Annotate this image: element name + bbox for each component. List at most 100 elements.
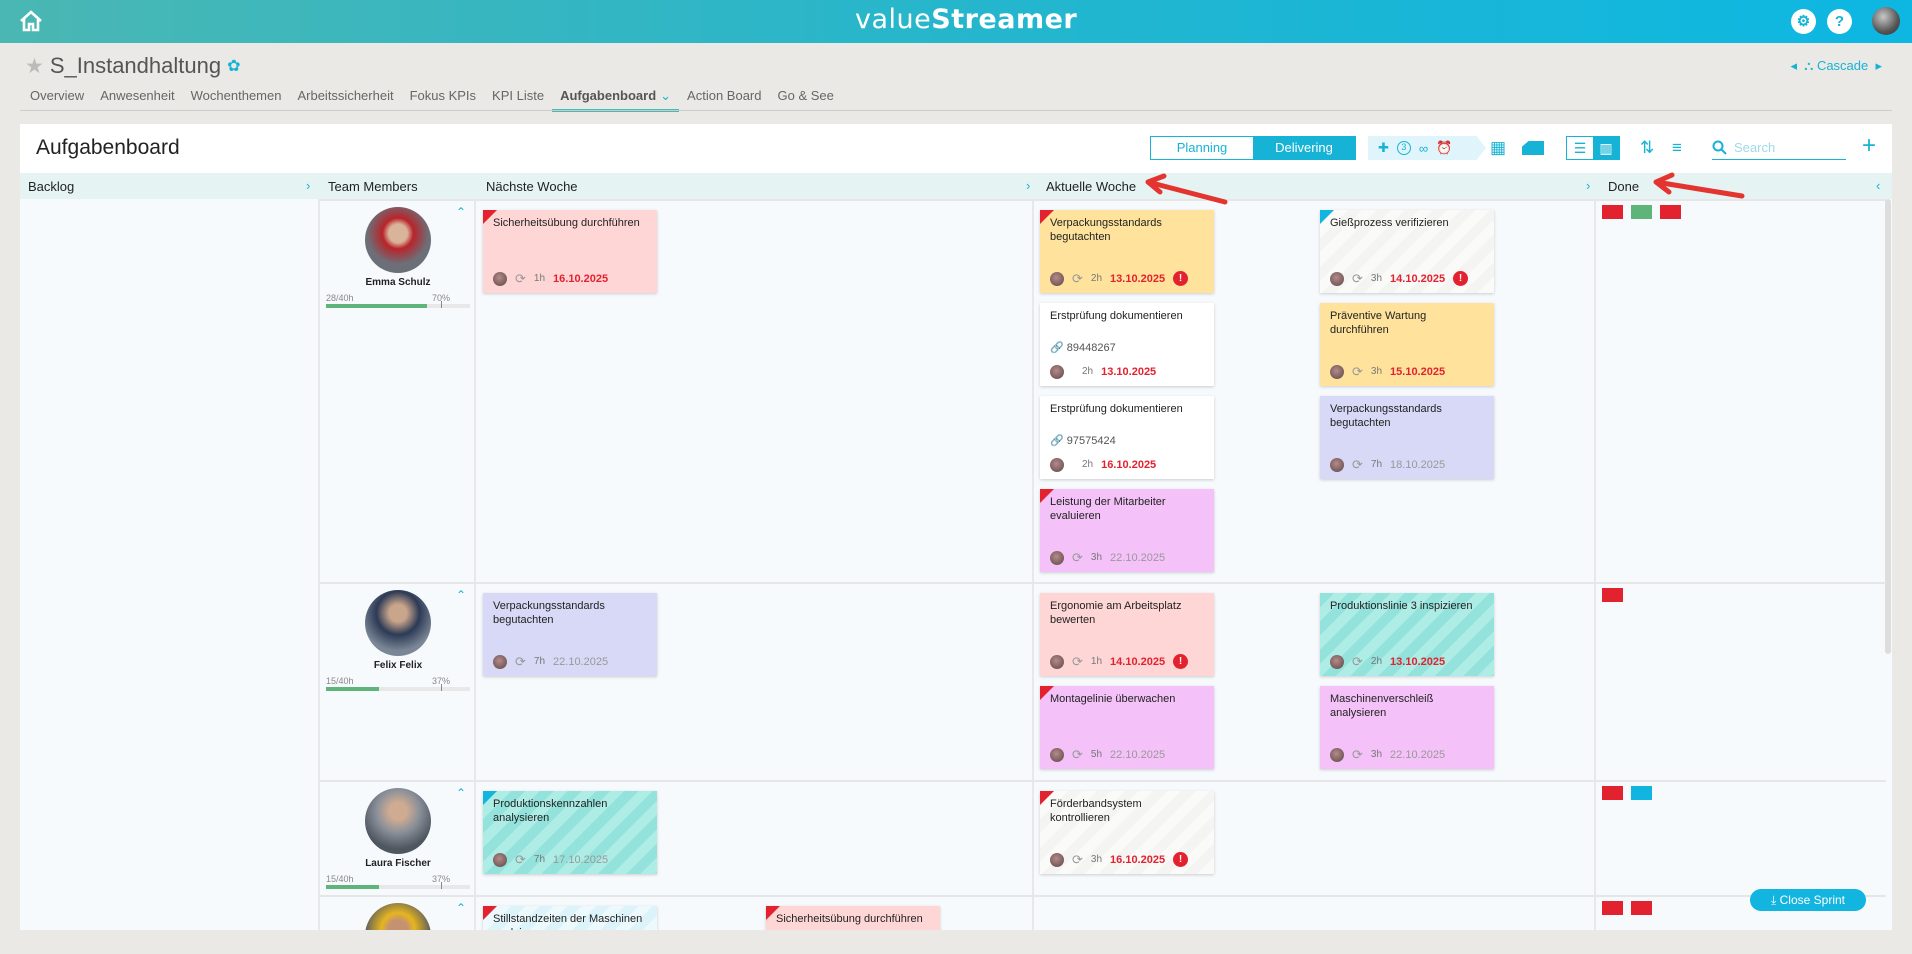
tab-label: Action Board <box>687 88 762 103</box>
star-icon[interactable]: ★ <box>25 54 44 78</box>
task-title: Montagelinie überwachen <box>1050 693 1176 705</box>
filter-icon[interactable]: ≡ <box>1672 138 1682 157</box>
priority-flag-icon <box>483 791 497 805</box>
sync-icon: ⟳ <box>1072 747 1083 762</box>
done-task[interactable] <box>1631 901 1652 915</box>
scrollbar[interactable] <box>1885 199 1891 654</box>
task-hours: 3h <box>1370 366 1383 377</box>
download-icon: ⤓ <box>1770 893 1777 907</box>
grid-view-icon[interactable]: ▦ <box>1490 138 1507 157</box>
tab-anwesenheit[interactable]: Anwesenheit <box>92 88 182 112</box>
help-icon[interactable]: ? <box>1827 9 1852 34</box>
task-card[interactable]: Maschinenverschleiß analysieren ⟳ 3h 22.10.… <box>1320 686 1494 769</box>
tab-arbeitssicherheit[interactable]: Arbeitssicherheit <box>289 88 401 112</box>
collapse-done-icon[interactable]: ‹ <box>1876 178 1881 193</box>
task-footer: ⟳ 3h 15.10.2025 <box>1330 365 1445 379</box>
task-title: Sicherheitsübung durchführen <box>776 913 923 925</box>
due-date: 13.10.2025 <box>1390 656 1446 668</box>
mode-toggle: Planning Delivering <box>1150 136 1356 160</box>
search-input[interactable] <box>1734 140 1834 155</box>
done-task[interactable] <box>1602 588 1623 602</box>
link-icon: 🔗 <box>1050 435 1064 447</box>
task-card[interactable]: Ergonomie am Arbeitsplatz bewerten ⟳ 1h 14.… <box>1040 593 1214 676</box>
done-task[interactable] <box>1602 786 1623 800</box>
chevron-up-icon[interactable]: ⌃ <box>455 588 466 602</box>
member-name: Felix Felix <box>373 660 423 671</box>
task-card[interactable]: Erstprüfung dokumentieren 🔗 97575424 2h 16.… <box>1040 396 1214 479</box>
done-cell <box>1602 901 1652 915</box>
board-body: ⌃ Emma Schulz 28/40h 70% Sicherheitsübung du… <box>20 199 1892 930</box>
task-card[interactable]: Verpackungsstandards begutachten ⟳ 7h 22.10… <box>483 593 657 676</box>
sync-icon: ⟳ <box>1072 851 1083 867</box>
gear-icon[interactable]: ✿ <box>227 58 241 75</box>
task-card[interactable]: Verpackungsstandards begutachten ⟳ 7h 18.10… <box>1320 396 1494 479</box>
escalation-icon[interactable]: ! <box>1173 654 1189 669</box>
done-task[interactable] <box>1631 786 1652 800</box>
task-card[interactable]: Präventive Wartung durchführen ⟳ 3h 15.10.2… <box>1320 303 1494 386</box>
done-task[interactable] <box>1602 901 1623 915</box>
logo: valueStreamer <box>855 4 1077 35</box>
column-view-icon[interactable]: ▥ <box>1593 137 1619 159</box>
tab-kpi-liste[interactable]: KPI Liste <box>484 88 552 112</box>
tab-go-see[interactable]: Go & See <box>769 88 841 112</box>
next-week-cell: Sicherheitsübung durchführen <box>766 906 940 930</box>
task-card[interactable]: Leistung der Mitarbeiter evaluieren ⟳ 3h 22… <box>1040 489 1214 572</box>
member-name: Laura Fischer <box>365 858 431 869</box>
chevron-up-icon[interactable]: ⌃ <box>455 901 466 915</box>
task-card[interactable]: Erstprüfung dokumentieren 🔗 89448267 2h 13.… <box>1040 303 1214 386</box>
sort-icon[interactable]: ⇅ <box>1640 138 1655 157</box>
tab-aufgabenboard[interactable]: Aufgabenboard ⌄ <box>552 88 680 112</box>
task-card[interactable]: Gießprozess verifizieren ⟳ 3h 14.10.2025! <box>1320 210 1494 293</box>
done-task[interactable] <box>1631 205 1652 219</box>
task-card[interactable]: Produktionslinie 3 inspizieren ⟳ 2h 13.10.2… <box>1320 593 1494 676</box>
chevron-up-icon[interactable]: ⌃ <box>455 205 466 219</box>
add-task-button[interactable]: + <box>1862 132 1877 159</box>
done-task[interactable] <box>1602 205 1623 219</box>
task-hours: 1h <box>533 273 546 284</box>
task-title: Erstprüfung dokumentieren <box>1050 403 1183 415</box>
due-date: 22.10.2025 <box>1110 749 1166 761</box>
count-icon: 3 <box>1396 141 1411 155</box>
done-task[interactable] <box>1660 205 1681 219</box>
list-view-icon[interactable]: ☰ <box>1573 140 1587 156</box>
delivering-button[interactable]: Delivering <box>1253 137 1355 159</box>
priority-flag-icon <box>1040 686 1054 700</box>
task-hours: 7h <box>533 656 546 667</box>
capacity-bar <box>326 301 470 308</box>
home-icon[interactable] <box>18 9 44 33</box>
settings-icon[interactable]: ⚙ <box>1791 9 1816 34</box>
expand-next-icon[interactable]: › <box>1026 178 1031 193</box>
task-card[interactable]: Förderbandsystem kontrollieren ⟳ 3h 16.10.2… <box>1040 791 1214 874</box>
close-sprint-button[interactable]: ⤓ Close Sprint <box>1750 889 1866 911</box>
next-week-cell: Stillstandzeiten der Maschinen evaluiere… <box>483 906 657 930</box>
tab-overview[interactable]: Overview <box>22 88 92 112</box>
escalation-icon[interactable]: ! <box>1173 852 1189 867</box>
task-link[interactable]: 🔗 97575424 <box>1050 434 1116 448</box>
expand-current-icon[interactable]: › <box>1586 178 1591 193</box>
task-card[interactable]: Sicherheitsübung durchführen ⟳ 1h 16.10.202… <box>483 210 657 293</box>
tab-fokus-kpis[interactable]: Fokus KPIs <box>402 88 484 112</box>
card-view-icon[interactable] <box>1522 141 1544 155</box>
chevron-up-icon[interactable]: ⌃ <box>455 786 466 800</box>
cascade-nav[interactable]: ◂ ⛬ Cascade ▸ <box>1790 58 1882 73</box>
task-card[interactable]: Sicherheitsübung durchführen <box>766 906 940 930</box>
tab-wochenthemen[interactable]: Wochenthemen <box>183 88 290 112</box>
task-title: Verpackungsstandards begutachten <box>1330 403 1442 429</box>
planning-button[interactable]: Planning <box>1176 140 1228 155</box>
capacity-marker <box>441 684 443 691</box>
task-card[interactable]: Verpackungsstandards begutachten ⟳ 2h 13.10… <box>1040 210 1214 293</box>
task-card[interactable]: Stillstandzeiten der Maschinen evaluiere… <box>483 906 657 930</box>
expand-backlog-icon[interactable]: › <box>306 178 311 193</box>
filter-chips[interactable]: ✚ 3 ∞ ⏰ <box>1368 136 1486 160</box>
escalation-icon[interactable]: ! <box>1173 271 1189 286</box>
board-panel: Aufgabenboard Planning Delivering ✚ 3 ∞ … <box>20 124 1892 930</box>
task-card[interactable]: Produktionskennzahlen analysieren ⟳ 7h 17.1… <box>483 791 657 874</box>
user-avatar[interactable] <box>1872 7 1900 35</box>
sync-icon: ⟳ <box>1072 270 1083 286</box>
task-card[interactable]: Montagelinie überwachen ⟳ 5h 22.10.2025 <box>1040 686 1214 769</box>
escalation-icon[interactable]: ! <box>1453 271 1469 286</box>
chevron-down-icon[interactable]: ⌄ <box>660 88 672 103</box>
tab-action-board[interactable]: Action Board <box>679 88 769 112</box>
task-link[interactable]: 🔗 89448267 <box>1050 341 1116 355</box>
task-footer: ⟳ 1h 14.10.2025! <box>1050 654 1189 669</box>
